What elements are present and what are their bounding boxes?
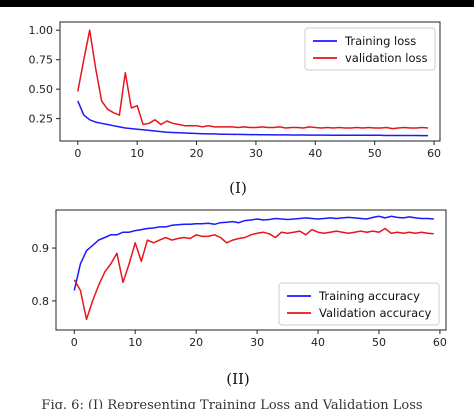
panel-label-I: (I)	[229, 179, 247, 197]
legend-entry: Validation accuracy	[319, 306, 432, 320]
top-black-band	[0, 0, 474, 7]
y-tick-label: 0.8	[32, 295, 50, 308]
series-line-validation-loss	[77, 29, 429, 130]
legend: Training accuracy Validation accuracy	[278, 282, 440, 326]
legend-entry: Training loss	[344, 34, 416, 48]
x-tick-label: 30	[250, 336, 264, 349]
y-tick-label: 0.50	[29, 83, 54, 96]
x-tick-label: 30	[249, 147, 263, 160]
x-tick-label: 10	[128, 336, 142, 349]
figure-caption: Fig. 6: (I) Representing Training Loss a…	[41, 398, 422, 409]
plot-frame	[59, 21, 441, 142]
y-tick-label: 1.00	[29, 24, 54, 37]
legend-box	[278, 282, 440, 326]
x-tick-label: 60	[427, 147, 441, 160]
legend-box	[304, 27, 436, 71]
x-tick-label: 50	[372, 336, 386, 349]
y-tick-label: 0.9	[32, 242, 50, 255]
plot-frame	[55, 209, 447, 331]
legend: Training loss validation loss	[304, 27, 436, 71]
y-tick-label: 0.75	[29, 54, 54, 67]
accuracy-chart: 0 10 20 30 40 50 60 0.8 0.9 Training accuracy Vali…	[32, 209, 447, 349]
x-tick-label: 20	[190, 147, 204, 160]
loss-chart: 0 10 20 30 40 50 60 0.25 0.50 0.75 1.00 Training lo…	[29, 21, 441, 160]
x-tick-label: 0	[74, 147, 81, 160]
x-tick-label: 10	[130, 147, 144, 160]
legend-entry: validation loss	[345, 51, 428, 65]
x-tick-label: 0	[71, 336, 78, 349]
y-tick-label: 0.25	[29, 113, 54, 126]
series-line-validation-accuracy	[73, 227, 434, 321]
x-tick-label: 60	[433, 336, 447, 349]
x-tick-label: 20	[189, 336, 203, 349]
x-tick-label: 50	[368, 147, 382, 160]
series-line-training-accuracy	[73, 215, 434, 291]
x-tick-label: 40	[308, 147, 322, 160]
series-line-training-loss	[77, 100, 429, 137]
panel-label-II: (II)	[226, 370, 250, 388]
x-tick-label: 40	[311, 336, 325, 349]
legend-entry: Training accuracy	[318, 289, 420, 303]
